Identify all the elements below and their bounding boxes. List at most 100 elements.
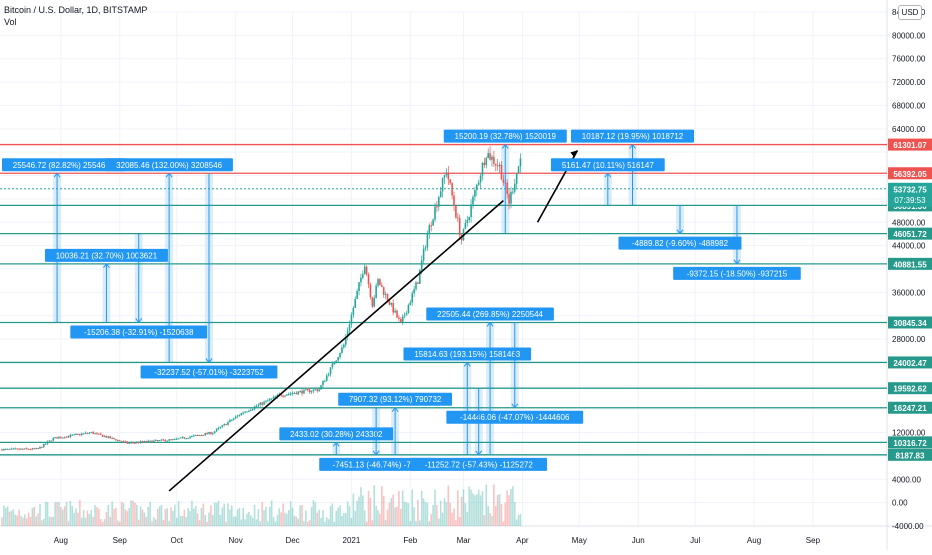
candle-body — [268, 398, 271, 401]
candle-body — [105, 436, 108, 438]
candle-body — [401, 316, 404, 323]
candle-body — [301, 390, 303, 394]
volume-bar — [510, 489, 512, 526]
candle-body — [240, 413, 243, 416]
candle-body — [117, 440, 119, 442]
candle-body — [411, 293, 414, 303]
volume-bar — [348, 506, 351, 526]
volume-bar — [151, 521, 153, 526]
volume-bar — [278, 508, 281, 526]
volume-bar — [4, 508, 7, 526]
measure-label-box — [338, 392, 453, 406]
candle-body — [12, 448, 15, 450]
candle-body — [103, 436, 106, 438]
volume-bar — [508, 495, 510, 526]
volume-bar — [276, 515, 279, 526]
candle-body — [29, 449, 32, 451]
candle-body — [198, 435, 201, 437]
price-tick: 48000.00 — [892, 218, 926, 227]
level-label: 30845.34 — [893, 319, 927, 328]
candle-body — [500, 164, 503, 180]
volume-bar — [261, 502, 263, 526]
measure-label: 25546.72 (82.82%) 2554672 — [13, 161, 115, 170]
measure-arrowhead — [53, 172, 61, 178]
volume-bar — [479, 495, 482, 526]
measure-label: 15814.63 (193.15%) 1581463 — [414, 350, 520, 359]
volume-bar — [217, 500, 220, 526]
candle-body — [196, 434, 199, 436]
volume-bar — [137, 519, 140, 526]
volume-bar — [136, 504, 138, 526]
candle-body — [377, 279, 379, 286]
volume-bar — [23, 514, 26, 526]
candle-body — [31, 448, 34, 450]
time-label: Nov — [228, 536, 242, 545]
candle-body — [449, 179, 451, 184]
volume-bar — [130, 500, 132, 526]
volume-bar — [86, 510, 89, 526]
candle-body — [318, 389, 320, 391]
candle-body — [99, 433, 102, 435]
volume-bar — [37, 513, 39, 526]
volume-bar — [329, 506, 332, 526]
level-tag — [888, 316, 932, 329]
candle-body — [363, 266, 366, 275]
candle-body — [137, 441, 140, 443]
candle-body — [124, 441, 127, 443]
candle-body — [46, 441, 49, 444]
candle-body — [502, 179, 505, 183]
candle-body — [143, 441, 146, 443]
candle-body — [373, 297, 376, 307]
candle-body — [204, 433, 207, 436]
volume-bar — [409, 521, 412, 526]
candle-body — [263, 401, 265, 405]
volume-bar — [107, 504, 110, 526]
candle-body — [381, 285, 383, 288]
candle-body — [175, 438, 178, 440]
measure-arrowhead — [486, 322, 494, 327]
volume-bar — [460, 496, 463, 526]
volume-bar — [487, 506, 489, 526]
currency-badge[interactable]: USD — [898, 5, 922, 20]
candle-body — [238, 415, 241, 417]
candle-body — [508, 193, 510, 204]
candle-body — [58, 437, 60, 439]
measure-label: 7907.32 (93.12%) 790732 — [349, 395, 442, 404]
measure-arrowhead — [391, 407, 399, 413]
measure-label: 5161.47 (10.11%) 516147 — [562, 161, 654, 170]
candle-body — [187, 438, 189, 440]
candle-body — [360, 277, 362, 283]
candle-body — [101, 434, 104, 437]
time-label: Aug — [747, 536, 761, 545]
volume-bar — [475, 494, 478, 526]
time-axis[interactable]: Aug Sep Oct Nov Dec 2021 Feb Mar Apr May Jun Jul Aug… — [54, 536, 821, 545]
volume-bar — [124, 509, 127, 526]
candle-body — [362, 274, 364, 278]
candle-body — [494, 163, 497, 166]
volume-bar — [50, 516, 53, 526]
volume-bar — [373, 485, 376, 526]
volume-bar — [10, 510, 13, 526]
volume-bar — [118, 521, 121, 526]
volume-bar — [519, 514, 522, 526]
price-axis[interactable]: 61301.0756392.0550891.3046051.7240881.55… — [888, 8, 932, 531]
candle-body — [432, 219, 434, 226]
candle-body — [164, 439, 167, 442]
measure-label-box — [618, 236, 742, 250]
volume-bar — [61, 509, 64, 526]
volume-bar — [458, 516, 461, 526]
candle-body — [341, 347, 343, 354]
volume-bar — [259, 521, 262, 526]
volume-bar — [128, 508, 131, 526]
candle-body — [67, 436, 70, 438]
candle-body — [325, 375, 328, 381]
candle-body — [212, 433, 214, 435]
volume-bar — [210, 505, 212, 526]
candle-body — [56, 437, 58, 439]
volume-bar — [229, 509, 231, 526]
candle-body — [356, 290, 358, 299]
volume-bar — [200, 507, 203, 526]
measure-label-box — [571, 129, 695, 143]
